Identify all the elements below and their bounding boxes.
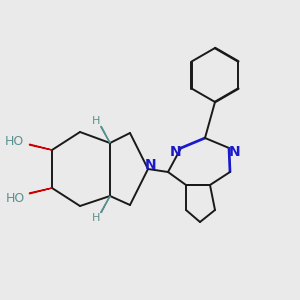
Text: HO: HO (5, 135, 24, 148)
Polygon shape (29, 144, 52, 150)
Text: N: N (145, 158, 156, 172)
Polygon shape (101, 126, 110, 143)
Text: H: H (92, 116, 101, 126)
Text: HO: HO (6, 192, 25, 205)
Polygon shape (29, 188, 52, 194)
Text: N: N (229, 145, 241, 159)
Polygon shape (101, 196, 110, 213)
Text: N: N (170, 145, 182, 159)
Text: H: H (92, 213, 101, 223)
